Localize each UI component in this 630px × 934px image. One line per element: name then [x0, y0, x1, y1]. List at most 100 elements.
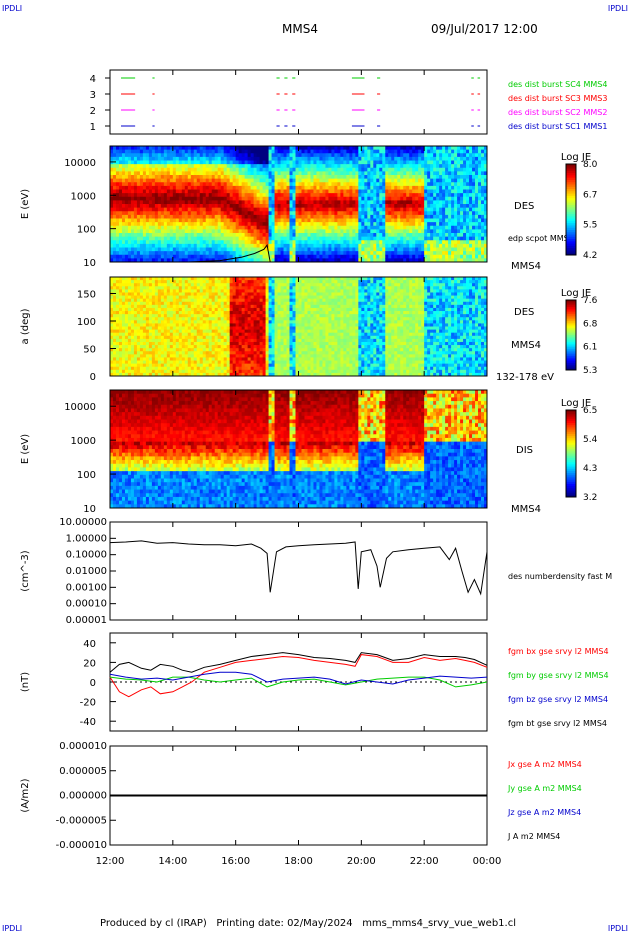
des-energy-cell: [157, 146, 162, 151]
des-energy-cell: [472, 254, 476, 259]
des-energy-cell: [469, 153, 473, 158]
des-energy-cell: [343, 225, 347, 230]
des-energy-cell: [187, 178, 192, 183]
des-energy-cell: [343, 222, 347, 227]
des-energy-cell: [331, 164, 335, 169]
des-pitch-cell: [160, 329, 165, 334]
des-energy-cell: [118, 182, 123, 187]
des-energy-cell: [472, 175, 476, 180]
des-energy-cell: [208, 218, 213, 223]
des-energy-cell: [457, 178, 461, 183]
des-energy-cell: [148, 214, 153, 219]
des-energy-cell: [472, 189, 476, 194]
des-energy-cell: [358, 204, 362, 209]
des-energy-cell: [331, 153, 335, 158]
des-pitch-cell: [157, 363, 162, 368]
des-energy-cell: [145, 251, 150, 256]
des-energy-cell: [187, 193, 192, 198]
des-energy-cell: [415, 233, 419, 238]
des-pitch-cell: [157, 311, 162, 315]
des-energy-cell: [280, 258, 284, 263]
des-energy-cell: [322, 156, 326, 161]
des-energy-cell: [430, 200, 434, 205]
des-energy-cell: [181, 175, 186, 180]
des-pitch-cell: [184, 286, 189, 290]
des-pitch-cell: [112, 369, 117, 374]
des-energy-cell: [142, 178, 147, 183]
des-energy-cell: [127, 243, 132, 248]
des-energy-cell: [385, 146, 389, 151]
des-energy-cell: [238, 200, 243, 205]
des-pitch-cell: [139, 307, 144, 312]
des-energy-cell: [379, 146, 383, 151]
des-energy-cell: [277, 189, 281, 194]
des-energy-cell: [349, 218, 353, 223]
des-energy-cell: [283, 153, 287, 158]
des-energy-cell: [439, 240, 443, 245]
des-energy-cell: [127, 207, 132, 212]
des-energy-cell: [472, 182, 476, 187]
des-energy-cell: [451, 254, 455, 259]
des-energy-cell: [202, 218, 207, 223]
des-energy-cell: [397, 160, 401, 165]
des-energy-cell: [397, 214, 401, 219]
des-pitch-cell: [175, 335, 180, 340]
des-energy-cell: [292, 240, 296, 245]
des-energy-cell: [175, 178, 180, 183]
des-energy-cell: [130, 185, 135, 190]
des-energy-cell: [388, 204, 392, 209]
des-energy-cell: [364, 178, 368, 183]
des-energy-cell: [316, 160, 320, 165]
des-energy-cell: [334, 258, 338, 263]
des-energy-cell: [256, 167, 260, 172]
des-pitch-cell: [142, 357, 147, 361]
des-pitch-cell: [157, 329, 162, 334]
des-energy-cell: [112, 160, 117, 165]
des-energy-cell: [301, 196, 305, 201]
des-energy-cell: [343, 167, 347, 172]
des-energy-cell: [151, 193, 156, 198]
des-pitch-cell: [166, 317, 171, 321]
des-energy-cell: [220, 185, 225, 190]
des-energy-cell: [226, 167, 231, 172]
des-energy-cell: [313, 164, 317, 169]
des-energy-cell: [358, 258, 362, 263]
des-energy-cell: [220, 214, 225, 219]
des-energy-cell: [385, 193, 389, 198]
des-pitch-cell: [142, 360, 147, 365]
des-energy-cell: [262, 254, 266, 259]
des-energy-cell: [469, 185, 473, 190]
des-energy-cell: [280, 214, 284, 219]
des-pitch-cell: [160, 301, 165, 306]
des-energy-cell: [400, 240, 404, 245]
des-energy-cell: [172, 236, 177, 241]
des-energy-cell: [418, 182, 422, 187]
des-energy-cell: [436, 153, 440, 158]
des-energy-cell: [118, 185, 123, 190]
des-energy-cell: [433, 200, 437, 205]
des-energy-cell: [193, 254, 198, 259]
des-energy-cell: [289, 200, 293, 205]
des-energy-cell: [484, 149, 488, 154]
des-energy-cell: [358, 207, 362, 212]
des-energy-cell: [457, 153, 461, 158]
des-energy-cell: [241, 196, 246, 201]
des-energy-cell: [127, 229, 132, 234]
des-energy-cell: [112, 164, 117, 169]
des-energy-cell: [346, 156, 350, 161]
des-energy-cell: [250, 214, 255, 219]
des-energy-cell: [193, 167, 198, 172]
des-energy-cell: [469, 200, 473, 205]
des-energy-cell: [433, 153, 437, 158]
des-energy-cell: [226, 222, 231, 227]
des-energy-cell: [394, 243, 398, 248]
des-energy-cell: [235, 156, 240, 161]
des-energy-cell: [370, 222, 374, 227]
des-pitch-cell: [160, 335, 165, 340]
des-energy-cell: [154, 211, 159, 216]
des-energy-cell: [169, 204, 174, 209]
des-energy-cell: [361, 200, 365, 205]
des-pitch-cell: [169, 360, 174, 365]
des-energy-cell: [388, 214, 392, 219]
